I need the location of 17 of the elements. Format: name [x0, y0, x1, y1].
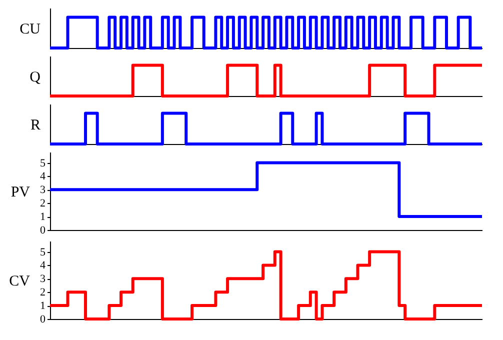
y-axis-title: R	[30, 118, 40, 134]
y-tick-label: 5	[40, 246, 46, 258]
y-tick-label: 5	[40, 157, 46, 170]
y-tick-label: 2	[40, 198, 46, 210]
y-axis-title: Q	[30, 70, 41, 86]
y-tick-label: 1	[40, 211, 46, 224]
y-tick-label: 3	[40, 184, 46, 196]
y-axis-title: PV	[10, 184, 30, 200]
y-tick-label: 2	[40, 286, 46, 299]
y-axis-title: CU	[20, 22, 41, 38]
y-tick-label: 1	[40, 300, 46, 312]
y-axis-title: CV	[9, 274, 30, 290]
y-tick-label: 4	[40, 170, 46, 183]
y-tick-label: 0	[40, 224, 46, 236]
y-tick-label: 4	[40, 260, 46, 272]
y-tick-label: 3	[40, 273, 46, 286]
y-tick-label: 0	[40, 314, 46, 326]
